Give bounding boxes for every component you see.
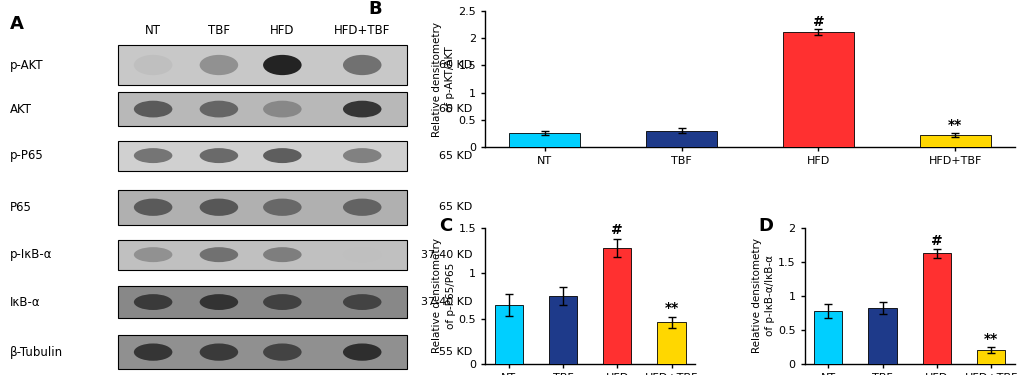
Bar <box>813 311 842 364</box>
Y-axis label: Relative densitometry
of p-IκB-α/IκB-α: Relative densitometry of p-IκB-α/IκB-α <box>751 238 774 354</box>
Ellipse shape <box>200 148 238 163</box>
Text: #: # <box>812 15 823 28</box>
Text: 37-40 KD: 37-40 KD <box>421 297 472 307</box>
Bar <box>508 133 580 147</box>
Ellipse shape <box>342 344 381 361</box>
Text: IκB-α: IκB-α <box>10 296 41 309</box>
Ellipse shape <box>133 247 172 262</box>
Text: NT: NT <box>145 24 161 37</box>
Text: p-AKT: p-AKT <box>10 58 44 72</box>
Text: 65 KD: 65 KD <box>439 202 472 212</box>
Bar <box>548 296 577 364</box>
Text: #: # <box>930 234 942 248</box>
Ellipse shape <box>200 55 238 75</box>
Y-axis label: Relative densitometry
of p-P65/P65: Relative densitometry of p-P65/P65 <box>432 238 455 354</box>
Ellipse shape <box>342 294 381 310</box>
Ellipse shape <box>263 294 302 310</box>
Ellipse shape <box>263 247 302 262</box>
Ellipse shape <box>133 294 172 310</box>
Text: B: B <box>368 0 382 18</box>
Text: 37-40 KD: 37-40 KD <box>421 250 472 259</box>
Text: HFD+TBF: HFD+TBF <box>333 24 390 37</box>
Text: A: A <box>10 15 23 33</box>
Ellipse shape <box>342 101 381 117</box>
Y-axis label: Relative densitometry
of p-AKT/AKT: Relative densitometry of p-AKT/AKT <box>432 21 455 136</box>
Bar <box>922 253 950 364</box>
Ellipse shape <box>133 199 172 216</box>
Ellipse shape <box>263 55 302 75</box>
Text: #: # <box>610 223 623 237</box>
Ellipse shape <box>200 344 238 361</box>
FancyBboxPatch shape <box>118 286 407 318</box>
Bar <box>782 32 853 147</box>
Bar <box>602 248 631 364</box>
FancyBboxPatch shape <box>118 92 407 126</box>
Text: TBF: TBF <box>208 24 229 37</box>
Ellipse shape <box>200 294 238 310</box>
Ellipse shape <box>342 148 381 163</box>
Ellipse shape <box>200 101 238 117</box>
FancyBboxPatch shape <box>118 335 407 369</box>
Ellipse shape <box>133 344 172 361</box>
Ellipse shape <box>263 101 302 117</box>
Text: **: ** <box>948 118 961 132</box>
FancyBboxPatch shape <box>118 190 407 225</box>
Bar <box>867 308 896 364</box>
Text: 60 KD: 60 KD <box>439 104 472 114</box>
Text: AKT: AKT <box>10 103 32 116</box>
Text: β-Tubulin: β-Tubulin <box>10 346 63 358</box>
Ellipse shape <box>263 148 302 163</box>
Ellipse shape <box>200 247 238 262</box>
FancyBboxPatch shape <box>118 141 407 171</box>
Bar <box>494 305 523 364</box>
Ellipse shape <box>133 148 172 163</box>
Text: C: C <box>438 217 451 236</box>
Ellipse shape <box>200 199 238 216</box>
Ellipse shape <box>133 55 172 75</box>
Bar <box>645 130 716 147</box>
Text: D: D <box>757 217 772 236</box>
Text: HFD: HFD <box>270 24 294 37</box>
Text: **: ** <box>983 332 998 346</box>
Text: **: ** <box>663 301 678 315</box>
Text: 55 KD: 55 KD <box>439 347 472 357</box>
Text: 60 KD: 60 KD <box>439 60 472 70</box>
Ellipse shape <box>263 344 302 361</box>
Ellipse shape <box>263 199 302 216</box>
FancyBboxPatch shape <box>118 240 407 270</box>
Ellipse shape <box>342 55 381 75</box>
Ellipse shape <box>133 101 172 117</box>
Text: P65: P65 <box>10 201 32 214</box>
Ellipse shape <box>342 247 381 262</box>
Text: 65 KD: 65 KD <box>439 151 472 160</box>
FancyBboxPatch shape <box>118 45 407 85</box>
Bar <box>657 322 685 364</box>
Text: p-IκB-α: p-IκB-α <box>10 248 52 261</box>
Bar <box>976 350 1005 364</box>
Bar <box>919 135 989 147</box>
Ellipse shape <box>342 199 381 216</box>
Text: p-P65: p-P65 <box>10 149 44 162</box>
